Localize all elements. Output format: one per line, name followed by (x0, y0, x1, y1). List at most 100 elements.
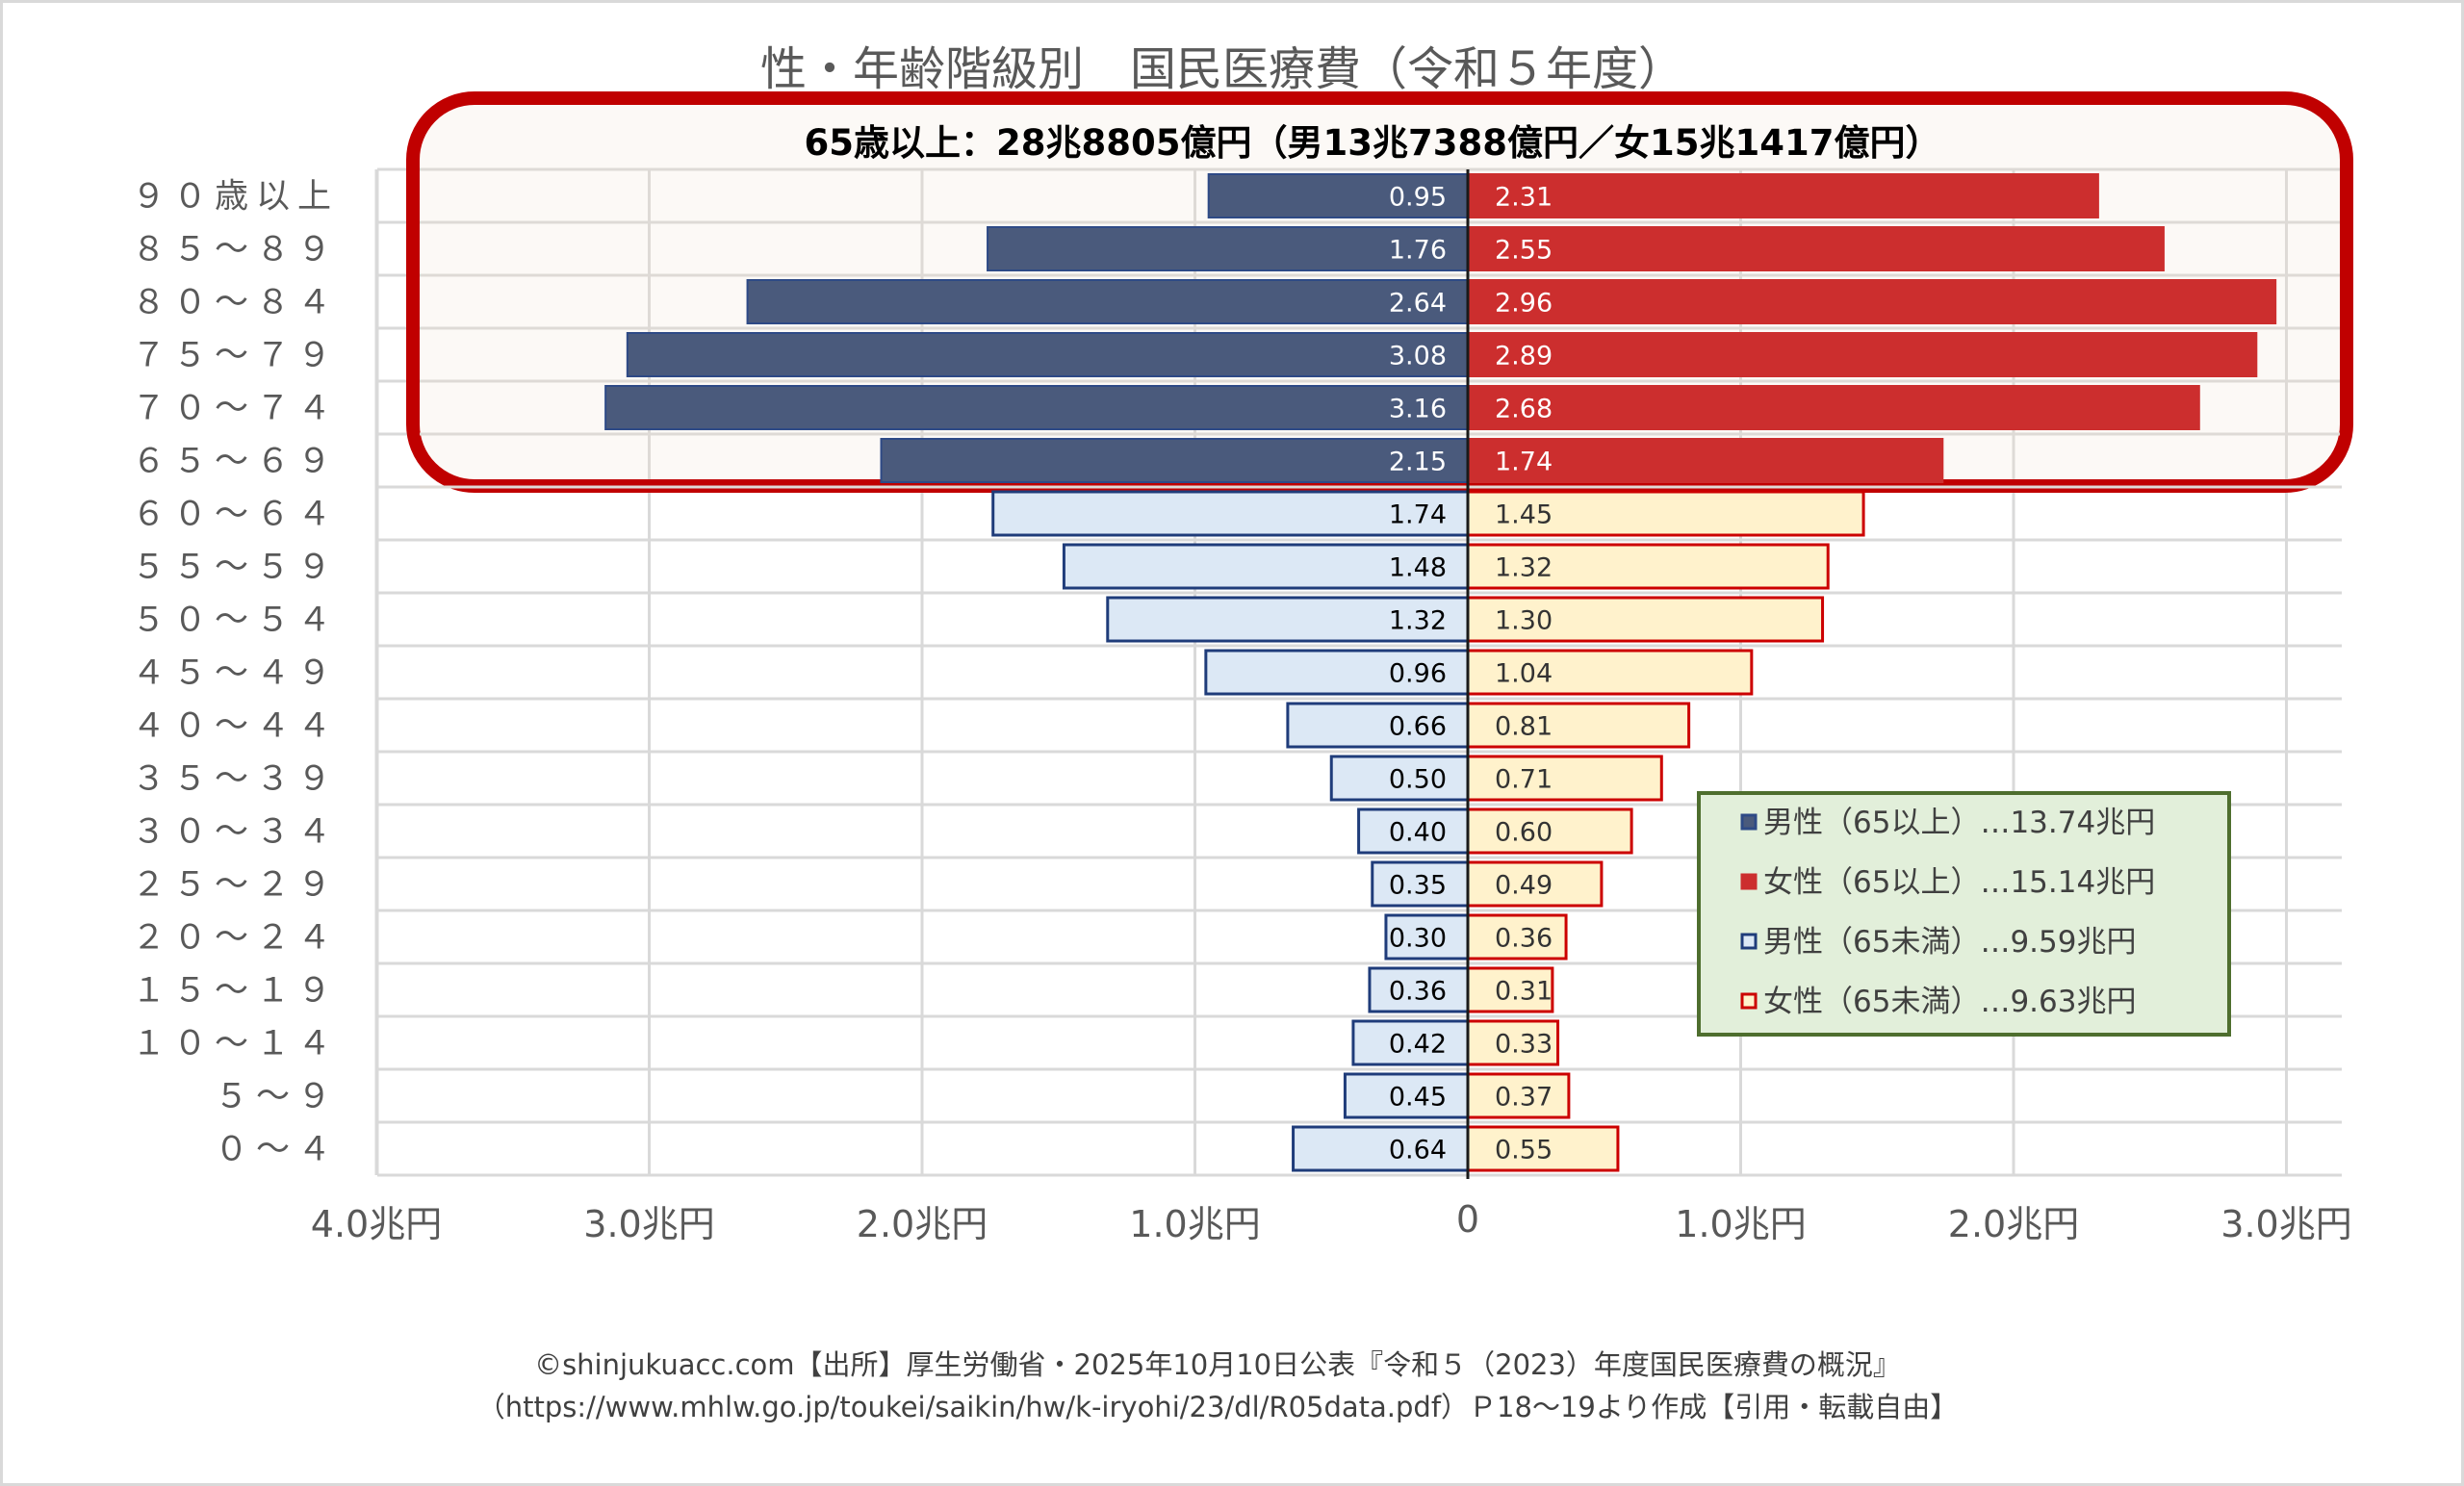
x-axis-tick-label: 2.0兆円 (857, 1203, 988, 1245)
data-label-female: 1.30 (1495, 606, 1553, 636)
bar-male (1343, 1072, 1470, 1119)
data-label-male: 0.96 (1389, 659, 1447, 689)
data-label-female: 0.55 (1495, 1136, 1553, 1166)
data-label-female: 1.45 (1495, 500, 1553, 530)
y-axis-label: ４０～４４ (132, 707, 339, 746)
bar-female (1466, 913, 1568, 961)
bar-male (1207, 173, 1470, 218)
chart-title: 性・年齢階級別 国民医療費（令和５年度） (760, 42, 1684, 96)
legend: 男性（65以上）…13.74兆円女性（65以上）…15.14兆円男性（65未満）… (1697, 791, 2231, 1037)
bar-male (1357, 807, 1470, 855)
y-axis-label: ７０～７４ (132, 390, 339, 428)
legend-swatch-female-65plus (1740, 873, 1758, 890)
data-label-female: 1.32 (1495, 553, 1553, 583)
bar-female (1466, 596, 1825, 643)
data-label-male: 3.08 (1389, 342, 1447, 372)
y-axis-label: ８０～８４ (132, 284, 339, 322)
data-label-female: 2.89 (1495, 342, 1553, 372)
data-label-male: 2.64 (1389, 289, 1447, 319)
y-axis-label: １５～１９ (132, 972, 339, 1011)
data-label-male: 2.15 (1389, 448, 1447, 477)
data-label-female: 1.04 (1495, 659, 1553, 689)
bar-female (1466, 1125, 1620, 1172)
y-axis-label: ２０～２４ (132, 919, 339, 958)
y-axis-label: ０～４ (215, 1131, 339, 1169)
data-label-male: 1.74 (1389, 500, 1447, 530)
y-axis-label: １０～１４ (132, 1025, 339, 1063)
legend-label: 男性（65以上）…13.74兆円 (1763, 806, 2155, 840)
bar-male (991, 490, 1470, 537)
data-label-male: 1.48 (1389, 553, 1447, 583)
x-axis-tick-label: 4.0兆円 (311, 1203, 442, 1245)
bar-female (1467, 385, 2200, 430)
bar-female (1466, 755, 1663, 802)
bar-female (1466, 1072, 1571, 1119)
x-axis-tick-label: 3.0兆円 (2220, 1203, 2351, 1245)
bar-female (1467, 332, 2258, 377)
y-axis-labels: ９０歳以上 ８５～８９ ８０～８４ ７５～７９ ７０～７４ ６５～６９ ６０～６４ ５５～５９… (132, 178, 339, 1169)
data-label-male: 1.32 (1389, 606, 1447, 636)
bar-male (1204, 649, 1470, 696)
data-label-female: 0.49 (1495, 871, 1553, 901)
legend-label: 男性（65未満）…9.59兆円 (1763, 925, 2136, 960)
data-label-female: 0.33 (1495, 1030, 1553, 1060)
data-label-male: 0.50 (1389, 765, 1447, 795)
bars (604, 173, 2277, 1172)
chart-subtitle: 65歳以上：28兆8805億円（男13兆7388億円／女15兆1417億円） (805, 122, 1941, 164)
bar-female (1467, 226, 2165, 271)
data-label-female: 0.81 (1495, 712, 1553, 742)
data-label-male: 0.30 (1389, 924, 1447, 954)
data-label-female: 0.60 (1495, 818, 1553, 848)
data-label-male: 0.64 (1389, 1136, 1447, 1166)
data-label-female: 2.96 (1495, 289, 1553, 319)
y-axis-label: ２５～２９ (132, 866, 339, 905)
data-label-male: 3.16 (1389, 395, 1447, 424)
data-label-male: 0.36 (1389, 977, 1447, 1007)
y-axis-label: ６０～６４ (132, 496, 339, 534)
bar-male (626, 332, 1469, 377)
legend-box (1697, 791, 2231, 1037)
data-label-male: 0.95 (1389, 183, 1447, 213)
bar-male (987, 226, 1470, 271)
bar-male (604, 385, 1469, 430)
data-label-female: 2.55 (1495, 236, 1553, 266)
x-axis-tick-label: 0 (1456, 1198, 1479, 1241)
y-axis-label: ７５～７９ (132, 337, 339, 375)
footer-source-line1: ©shinjukuacc.com【出所】厚生労働省・2025年10月10日公表『… (534, 1348, 1901, 1381)
y-axis-label: ５０～５４ (132, 602, 339, 640)
data-label-female: 0.36 (1495, 924, 1553, 954)
legend-swatch-male-under65 (1740, 933, 1758, 950)
y-axis-label: ３５～３９ (132, 760, 339, 799)
data-label-male: 0.40 (1389, 818, 1447, 848)
legend-label: 女性（65未満）…9.63兆円 (1763, 985, 2136, 1019)
data-label-female: 0.31 (1495, 977, 1553, 1007)
y-axis-label: ３０～３４ (132, 813, 339, 852)
data-label-female: 2.68 (1495, 395, 1553, 424)
x-axis-tick-label: 1.0兆円 (1675, 1203, 1806, 1245)
data-label-male: 1.76 (1389, 236, 1447, 266)
legend-swatch-male-65plus (1740, 813, 1758, 831)
data-label-male: 0.42 (1389, 1030, 1447, 1060)
legend-label: 女性（65以上）…15.14兆円 (1763, 865, 2155, 900)
y-axis-label: ９０歳以上 (132, 178, 339, 217)
x-axis-tick-label: 3.0兆円 (583, 1203, 714, 1245)
y-axis-label: ５～９ (215, 1078, 339, 1116)
y-axis-label: ６５～６９ (132, 443, 339, 481)
y-axis-label: ５５～５９ (132, 549, 339, 587)
data-label-female: 0.71 (1495, 765, 1553, 795)
bar-male (880, 438, 1469, 483)
data-label-male: 0.45 (1389, 1083, 1447, 1113)
x-axis-labels: 4.0兆円 3.0兆円 2.0兆円 1.0兆円 0 1.0兆円 2.0兆円 3.0兆円 (311, 1198, 2352, 1245)
bar-male (746, 279, 1469, 324)
legend-swatch-female-under65 (1740, 992, 1758, 1010)
bar-male (1292, 1125, 1470, 1172)
data-labels: 0.95 2.31 1.76 2.55 2.64 2.96 3.08 2.89 3.16 2.68… (1389, 183, 1553, 1166)
bar-female (1466, 490, 1865, 537)
bar-female (1467, 173, 2099, 218)
data-label-male: 0.35 (1389, 871, 1447, 901)
footer-source-line2: （https://www.mhlw.go.jp/toukei/saikin/hw… (477, 1391, 1959, 1423)
y-axis-label: ８５～８９ (132, 231, 339, 269)
data-label-female: 0.37 (1495, 1083, 1553, 1113)
bar-female (1467, 438, 1944, 483)
